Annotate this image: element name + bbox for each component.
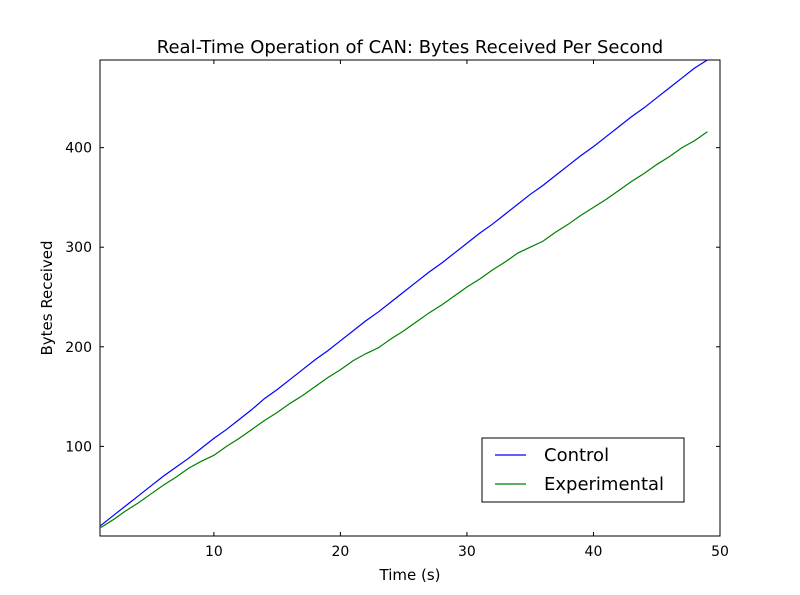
series-lines bbox=[99, 59, 708, 529]
series-line-control bbox=[99, 59, 708, 527]
x-tick-label: 50 bbox=[711, 544, 729, 560]
y-tick-label: 400 bbox=[65, 141, 92, 157]
x-tick-label: 10 bbox=[205, 544, 223, 560]
x-axis-ticks: 10 20 30 40 50 bbox=[205, 60, 729, 560]
x-tick-label: 20 bbox=[331, 544, 349, 560]
y-axis-ticks: 100 200 300 400 bbox=[65, 141, 720, 455]
y-tick-label: 100 bbox=[65, 439, 92, 455]
legend-label-experimental: Experimental bbox=[544, 474, 664, 495]
legend: Control Experimental bbox=[481, 437, 685, 503]
y-tick-label: 200 bbox=[65, 340, 92, 356]
series-line-experimental bbox=[99, 131, 708, 529]
chart-title: Real-Time Operation of CAN: Bytes Receiv… bbox=[157, 37, 663, 58]
x-axis-label: Time (s) bbox=[379, 566, 441, 584]
x-tick-label: 30 bbox=[458, 544, 476, 560]
y-tick-label: 300 bbox=[65, 240, 92, 256]
x-tick-label: 40 bbox=[585, 544, 603, 560]
legend-box bbox=[481, 437, 685, 503]
y-axis-label: Bytes Received bbox=[38, 240, 56, 355]
legend-label-control: Control bbox=[544, 445, 609, 466]
